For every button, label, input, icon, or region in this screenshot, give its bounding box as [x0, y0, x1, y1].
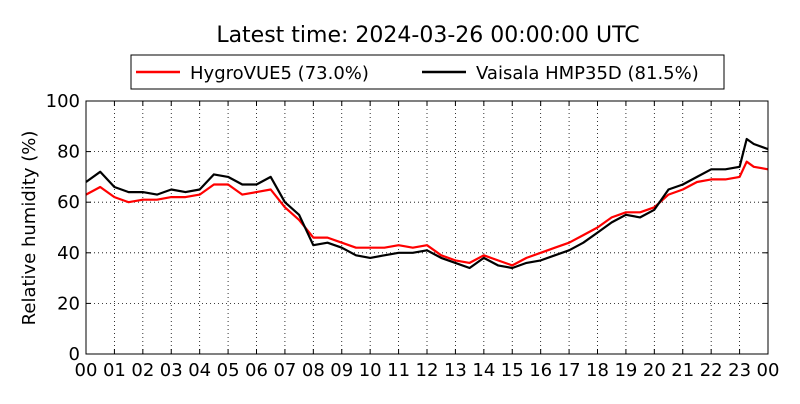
- x-tick-label: 00: [757, 360, 780, 381]
- x-tick-label: 17: [558, 360, 581, 381]
- x-tick-label: 04: [188, 360, 211, 381]
- x-tick-label: 00: [75, 360, 98, 381]
- x-tick-label: 02: [131, 360, 154, 381]
- chart-title: Latest time: 2024-03-26 00:00:00 UTC: [216, 23, 639, 48]
- x-tick-label: 03: [160, 360, 183, 381]
- x-tick-label: 11: [387, 360, 410, 381]
- x-tick-label: 06: [245, 360, 268, 381]
- series-layer: [85, 137, 769, 270]
- x-tick-label: 16: [529, 360, 552, 381]
- legend: HygroVUE5 (73.0%) Vaisala HMP35D (81.5%): [130, 54, 725, 90]
- x-tick-label: 10: [359, 360, 382, 381]
- x-tick-label: 14: [472, 360, 495, 381]
- plot-frame: [85, 100, 769, 355]
- y-tick-label: 60: [57, 192, 80, 213]
- x-tick-label: 05: [217, 360, 240, 381]
- x-tick-label: 15: [501, 360, 524, 381]
- series-line-1: [85, 137, 769, 270]
- x-tick-label: 08: [302, 360, 325, 381]
- legend-label-hygrovue5: HygroVUE5 (73.0%): [190, 63, 369, 84]
- x-tick-label: 22: [700, 360, 723, 381]
- series-line-0: [85, 160, 769, 267]
- grid: [86, 101, 768, 354]
- x-tick-label: 19: [614, 360, 637, 381]
- x-tick-label: 20: [643, 360, 666, 381]
- x-tick-label: 21: [671, 360, 694, 381]
- x-tick-label: 01: [103, 360, 126, 381]
- x-tick-label: 13: [444, 360, 467, 381]
- y-axis-label: Relative humidity (%): [19, 131, 40, 326]
- y-tick-label: 80: [57, 142, 80, 163]
- x-tick-label: 18: [586, 360, 609, 381]
- y-tick-label: 100: [46, 91, 80, 112]
- x-tick-label: 07: [273, 360, 296, 381]
- x-tick-label: 23: [728, 360, 751, 381]
- y-tick-label: 20: [57, 293, 80, 314]
- x-tick-label: 09: [330, 360, 353, 381]
- y-tick-label: 0: [69, 344, 80, 365]
- y-tick-label: 40: [57, 243, 80, 264]
- ticks: 00 01 02 03 04 05 06 07 08 09 10 11 12 13 14 15 16 17 18 19…: [46, 91, 780, 381]
- legend-label-vaisala: Vaisala HMP35D (81.5%): [476, 63, 699, 84]
- x-tick-label: 12: [416, 360, 439, 381]
